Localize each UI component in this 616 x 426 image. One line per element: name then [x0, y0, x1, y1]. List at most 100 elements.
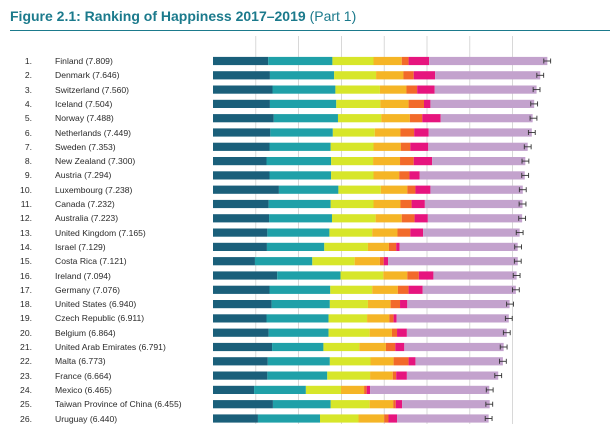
- bar-segment-life_expectancy-20: [328, 328, 370, 337]
- bar-segment-gdp-9: [213, 171, 270, 180]
- rank-number: 16.: [20, 270, 32, 281]
- bar-segment-corruption-13: [410, 228, 424, 237]
- bar-segment-freedom-9: [373, 171, 400, 180]
- rank-number: 8.: [24, 156, 32, 167]
- bar-segment-gdp-6: [213, 128, 271, 137]
- row-label: 17. Germany (7.076): [0, 283, 212, 297]
- bar-segment-residual-13: [423, 228, 520, 237]
- bar-segment-gdp-2: [213, 71, 270, 80]
- bar-segment-gdp-22: [213, 357, 268, 366]
- bar-segment-residual-16: [433, 271, 517, 280]
- rank-number: 14.: [20, 241, 32, 252]
- rank-number: 15.: [20, 256, 32, 267]
- bar-segment-social_support-13: [267, 228, 330, 237]
- bar-segment-corruption-6: [414, 128, 429, 137]
- bar-segment-corruption-22: [408, 357, 416, 366]
- bar-segment-social_support-14: [266, 242, 325, 251]
- row-label: 25. Taiwan Province of China (6.455): [0, 397, 212, 411]
- row-label: 23. France (6.664): [0, 369, 212, 383]
- bar-segment-residual-8: [432, 157, 526, 166]
- bar-segment-corruption-8: [413, 157, 433, 166]
- country-label: Luxembourg (7.238): [55, 184, 133, 195]
- row-label: 18. United States (6.940): [0, 297, 212, 311]
- bar-segment-social_support-16: [277, 271, 341, 280]
- bar-segment-life_expectancy-17: [330, 285, 373, 294]
- bar-segment-freedom-10: [380, 185, 408, 194]
- rank-number: 2.: [24, 70, 32, 81]
- bar-segment-generosity-11: [400, 199, 412, 209]
- bar-segment-generosity-21: [385, 342, 396, 352]
- bar-segment-gdp-1: [213, 56, 269, 66]
- bar-segment-life_expectancy-6: [332, 128, 375, 137]
- bar-segment-freedom-7: [373, 142, 401, 151]
- rank-number: 20.: [20, 327, 32, 338]
- bar-segment-gdp-21: [213, 342, 273, 352]
- bar-segment-gdp-19: [213, 314, 267, 323]
- figure-title-part: (Part 1): [309, 8, 357, 24]
- rank-number: 18.: [20, 299, 32, 310]
- bar-segment-residual-23: [406, 371, 499, 380]
- bar-segment-gdp-25: [213, 400, 273, 409]
- row-label: 26. Uruguay (6.440): [0, 412, 212, 426]
- rank-number: 25.: [20, 399, 32, 410]
- bar-segment-freedom-13: [372, 228, 398, 237]
- bar-segment-life_expectancy-9: [331, 171, 374, 180]
- bar-segment-freedom-3: [379, 85, 407, 94]
- bar-segment-generosity-25: [393, 400, 396, 409]
- bar-segment-social_support-9: [269, 171, 332, 180]
- bar-segment-life_expectancy-10: [338, 185, 381, 194]
- bar-segment-social_support-22: [267, 357, 330, 366]
- bar-segment-life_expectancy-22: [329, 357, 371, 366]
- bar-segment-generosity-13: [397, 228, 411, 237]
- bar-segment-social_support-21: [272, 342, 324, 352]
- country-label: United Arab Emirates (6.791): [55, 342, 166, 352]
- bar-segment-residual-24: [370, 385, 490, 394]
- bar-segment-corruption-26: [388, 414, 398, 423]
- country-label: United Kingdom (7.165): [55, 227, 146, 238]
- bar-segment-gdp-5: [213, 114, 274, 123]
- bar-segment-freedom-19: [367, 314, 390, 323]
- bar-segment-freedom-18: [367, 300, 391, 309]
- bar-segment-generosity-16: [407, 271, 419, 280]
- bar-segment-residual-11: [424, 199, 523, 209]
- country-label: New Zealand (7.300): [55, 156, 136, 167]
- bar-segment-corruption-10: [415, 185, 431, 194]
- bar-segment-generosity-4: [408, 99, 425, 108]
- bar-segment-corruption-1: [408, 56, 430, 66]
- country-label: Belgium (6.864): [55, 327, 116, 338]
- bar-segment-social_support-5: [273, 114, 338, 123]
- bar-segment-residual-1: [429, 56, 548, 66]
- row-label: 1. Finland (7.809): [0, 54, 212, 68]
- bar-segment-gdp-3: [213, 85, 273, 94]
- country-label: Germany (7.076): [55, 284, 120, 295]
- bar-segment-gdp-20: [213, 328, 269, 337]
- bar-segment-freedom-23: [370, 371, 393, 380]
- country-label: Canada (7.232): [55, 199, 115, 209]
- bar-segment-generosity-26: [384, 414, 389, 423]
- bar-segment-generosity-17: [397, 285, 409, 294]
- bar-segment-generosity-15: [379, 257, 384, 266]
- bar-segment-gdp-4: [213, 99, 270, 108]
- row-label: 12. Australia (7.223): [0, 211, 212, 225]
- rank-number: 19.: [20, 313, 32, 324]
- bar-segment-freedom-4: [380, 99, 409, 108]
- bar-segment-gdp-7: [213, 142, 270, 151]
- bar-segment-social_support-2: [269, 71, 335, 80]
- bar-segment-social_support-11: [268, 199, 331, 209]
- bar-segment-residual-14: [399, 242, 518, 251]
- bar-segment-gdp-17: [213, 285, 270, 294]
- country-label: Uruguay (6.440): [55, 413, 118, 424]
- bar-segment-social_support-19: [266, 314, 329, 323]
- country-label: United States (6.940): [55, 299, 137, 310]
- bar-segment-social_support-18: [271, 300, 330, 309]
- bar-segment-residual-10: [430, 185, 523, 194]
- bar-segment-life_expectancy-11: [330, 199, 374, 209]
- bar-segment-gdp-26: [213, 414, 258, 423]
- bar-segment-generosity-6: [400, 128, 415, 137]
- rank-number: 5.: [24, 113, 32, 124]
- bar-segment-social_support-25: [272, 400, 331, 409]
- bar-segment-generosity-22: [393, 357, 409, 366]
- bar-segment-social_support-3: [272, 85, 336, 94]
- bar-segment-social_support-8: [266, 157, 332, 166]
- title-divider: [10, 30, 610, 31]
